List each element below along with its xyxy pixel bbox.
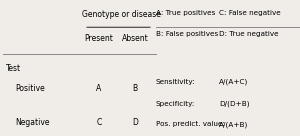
Text: Positive: Positive (15, 84, 45, 93)
Text: B: False positives: B: False positives (156, 31, 218, 37)
Text: D: True negative: D: True negative (219, 31, 279, 37)
Text: Absent: Absent (122, 34, 148, 43)
Text: D/(D+B): D/(D+B) (219, 101, 250, 107)
Text: Genotype or disease: Genotype or disease (82, 10, 161, 18)
Text: Specificity:: Specificity: (156, 101, 195, 107)
Text: A/(A+B): A/(A+B) (219, 121, 248, 128)
Text: A: A (96, 84, 102, 93)
Text: Negative: Negative (15, 118, 50, 127)
Text: Test: Test (6, 64, 21, 73)
Text: Pos. predict. value:: Pos. predict. value: (156, 121, 225, 127)
Text: C: False negative: C: False negative (219, 10, 281, 16)
Text: Present: Present (85, 34, 113, 43)
Text: C: C (96, 118, 102, 127)
Text: A/(A+C): A/(A+C) (219, 79, 248, 85)
Text: A: True positives: A: True positives (156, 10, 215, 16)
Text: B: B (132, 84, 138, 93)
Text: D: D (132, 118, 138, 127)
Text: Sensitivity:: Sensitivity: (156, 79, 196, 85)
